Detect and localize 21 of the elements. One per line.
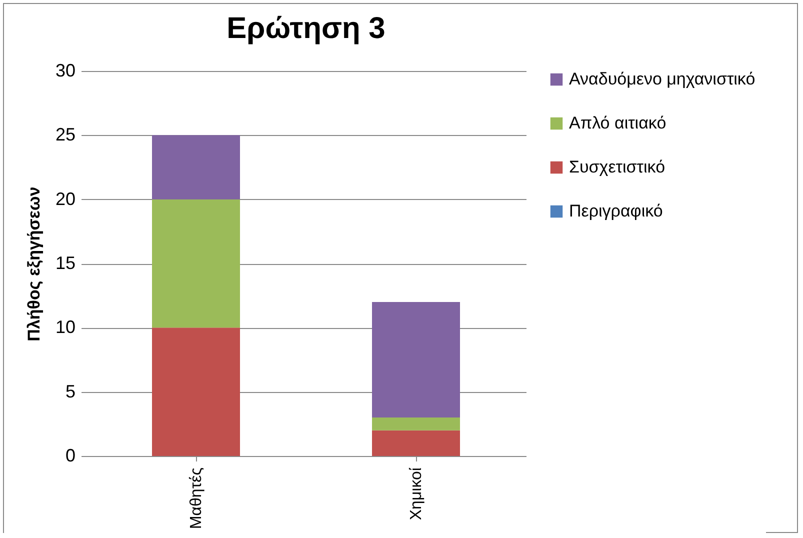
x-tick-label: Χημικοί: [408, 467, 425, 520]
y-tick-label: 0: [65, 446, 76, 466]
bar: [152, 135, 240, 200]
x-tick-label: Μαθητές: [188, 467, 205, 530]
y-tick-label: 25: [55, 124, 76, 145]
legend-label: Απλό αιτιακό: [569, 114, 666, 132]
bar: [152, 328, 240, 456]
y-axis-title: Πλήθος εξηγήσεων: [24, 186, 44, 342]
bar: [152, 199, 240, 328]
y-tick-label: 20: [55, 188, 76, 209]
y-tick-label: 5: [65, 381, 76, 402]
legend-label: Αναδυόμενο μηχανιστικό: [569, 70, 756, 88]
bar: [372, 302, 460, 418]
y-tick-label: 10: [55, 317, 76, 338]
bar: [372, 430, 460, 456]
legend-label: Περιγραφικό: [569, 202, 663, 220]
bar: [372, 418, 460, 430]
legend-label: Συσχετιστικό: [569, 158, 666, 176]
y-tick-label: 15: [55, 253, 76, 273]
chart-title: Ερώτηση 3: [226, 12, 386, 45]
y-tick-label: 30: [55, 60, 76, 80]
